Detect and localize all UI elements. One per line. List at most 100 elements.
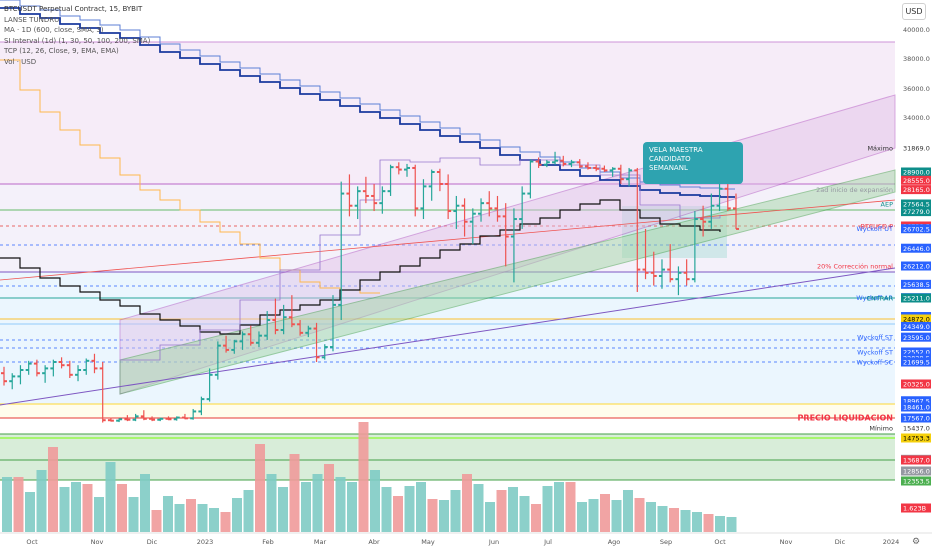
volume-bar bbox=[473, 484, 484, 532]
green-zone bbox=[0, 434, 895, 480]
volume-bar bbox=[232, 498, 242, 532]
volume-bars bbox=[2, 422, 737, 532]
indicator-legend-1[interactable]: MA · 1D (600, close, SMA, 3) bbox=[4, 26, 104, 34]
level-annotations: Máximo 2ad inicio de expansión AEP BTCUSD.P… bbox=[798, 145, 894, 433]
volume-bar bbox=[450, 490, 461, 532]
price-label: 27279.0 bbox=[903, 208, 930, 216]
volume-bar bbox=[71, 482, 81, 532]
currency-button[interactable]: USD bbox=[902, 3, 926, 20]
volume-bar bbox=[565, 482, 576, 532]
volume-bar bbox=[726, 517, 737, 532]
volume-bar bbox=[301, 482, 311, 532]
volume-bar bbox=[36, 470, 47, 532]
x-tick-label: Dic bbox=[835, 538, 846, 546]
price-label-box bbox=[901, 433, 931, 443]
volume-bar bbox=[427, 499, 438, 532]
darkblue-ma-line bbox=[0, 7, 735, 198]
price-label: 22552.0 bbox=[903, 349, 930, 357]
price-label-box bbox=[901, 243, 931, 253]
volume-bar bbox=[347, 482, 357, 532]
level-annotation-12: Mínimo bbox=[869, 425, 893, 433]
price-label: 18967.5 bbox=[903, 397, 930, 405]
price-label-box bbox=[901, 347, 931, 357]
x-tick-label: Abr bbox=[368, 538, 380, 546]
volume-bar bbox=[496, 490, 507, 532]
x-tick-label: Nov bbox=[91, 538, 104, 546]
lightblue-ma-line bbox=[0, 0, 735, 190]
level-annotation-7: ENTRAR bbox=[867, 295, 894, 303]
ma-red-line bbox=[0, 199, 896, 281]
volume-bar bbox=[197, 504, 208, 532]
indicator-legend-4[interactable]: Vol · USD bbox=[4, 57, 37, 66]
orange-ma-line bbox=[0, 59, 380, 294]
x-tick-label: Mar bbox=[314, 538, 327, 546]
volume-bar bbox=[312, 474, 323, 532]
x-tick-label: 2023 bbox=[197, 538, 214, 546]
volume-bar bbox=[82, 484, 93, 532]
price-label: 24872.0 bbox=[903, 316, 930, 324]
price-label-box bbox=[901, 503, 931, 513]
price-label-box bbox=[901, 167, 931, 177]
price-label: 26446.0 bbox=[903, 245, 930, 253]
volume-bar bbox=[381, 487, 392, 532]
price-label: 25638.5 bbox=[903, 281, 930, 289]
price-label-box bbox=[901, 199, 931, 209]
volume-bar bbox=[117, 484, 127, 532]
x-tick-label: Dic bbox=[147, 538, 158, 546]
x-tick-label: Jun bbox=[488, 538, 499, 546]
price-label-box bbox=[901, 402, 931, 412]
volume-bar bbox=[393, 496, 403, 532]
x-tick-label: Feb bbox=[262, 538, 274, 546]
volume-bar bbox=[370, 470, 380, 532]
volume-bar bbox=[646, 502, 656, 532]
indicator-legend-3[interactable]: TCP (12, 26, Close, 9, EMA, EMA) bbox=[4, 47, 119, 55]
indicator-legend-2[interactable]: SI Interval (1d) (1, 30, 50, 100, 200, S… bbox=[4, 36, 151, 45]
volume-bar bbox=[255, 444, 265, 532]
x-tick-label: Nov bbox=[780, 538, 793, 546]
volume-bar bbox=[439, 500, 449, 532]
price-label: 1.623B bbox=[903, 505, 926, 513]
price-label: 14753.3 bbox=[903, 435, 930, 443]
purple-step-line bbox=[120, 157, 721, 361]
volume-bar bbox=[289, 454, 300, 532]
volume-bar bbox=[657, 506, 668, 532]
price-label-box bbox=[901, 207, 931, 217]
price-label-box bbox=[901, 261, 931, 271]
price-label: 20325.0 bbox=[903, 381, 930, 389]
settings-icon[interactable]: ⚙ bbox=[912, 537, 921, 547]
x-tick-label: Ago bbox=[608, 538, 621, 546]
volume-bar bbox=[278, 487, 288, 532]
price-label-box bbox=[901, 224, 931, 234]
price-label-box bbox=[901, 314, 931, 324]
price-label-box bbox=[901, 293, 931, 303]
price-label-box bbox=[901, 413, 931, 423]
volume-bar bbox=[531, 504, 541, 532]
price-label-box bbox=[901, 143, 931, 153]
green-channel bbox=[119, 169, 896, 395]
volume-bar bbox=[680, 510, 691, 532]
time-axis-background bbox=[0, 533, 896, 550]
volume-bar bbox=[266, 474, 277, 532]
level-annotation-9: Wyckoff ST bbox=[857, 349, 893, 357]
volume-bar bbox=[209, 508, 219, 532]
price-label: 12856.0 bbox=[903, 468, 930, 476]
price-axis: 40000.0 38000.0 36000.0 34000.0 31869.0 28900… bbox=[896, 0, 932, 550]
price-label-box bbox=[901, 379, 931, 389]
level-annotation-5: 20% Corrección normal bbox=[817, 263, 893, 271]
volume-bar bbox=[163, 496, 173, 532]
symbol-title[interactable]: BTCUSDT Perpetual Contract, 15, BYBIT bbox=[4, 5, 143, 13]
price-label-box bbox=[901, 476, 931, 486]
y-tick-label: 38000.0 bbox=[903, 55, 930, 63]
x-tick-label: Oct bbox=[714, 538, 726, 546]
y-tick-label: 36000.0 bbox=[903, 85, 930, 93]
callout-line-2: SEMANANL bbox=[649, 164, 688, 172]
level-annotation-4: Wyckoff UT bbox=[856, 225, 893, 233]
indicator-legend-0[interactable]: LANSE TUNDRU bbox=[4, 15, 60, 24]
level-annotation-1: 2ad inicio de expansión bbox=[816, 186, 893, 194]
level-annotation-2: AEP bbox=[881, 201, 894, 209]
price-label-box bbox=[901, 396, 931, 406]
callout-note[interactable]: VELA MAESTRA CANDIDATO SEMANANL bbox=[643, 142, 743, 184]
indicator-lines bbox=[0, 0, 735, 361]
price-label-box bbox=[901, 466, 931, 476]
price-label-box bbox=[901, 357, 931, 367]
